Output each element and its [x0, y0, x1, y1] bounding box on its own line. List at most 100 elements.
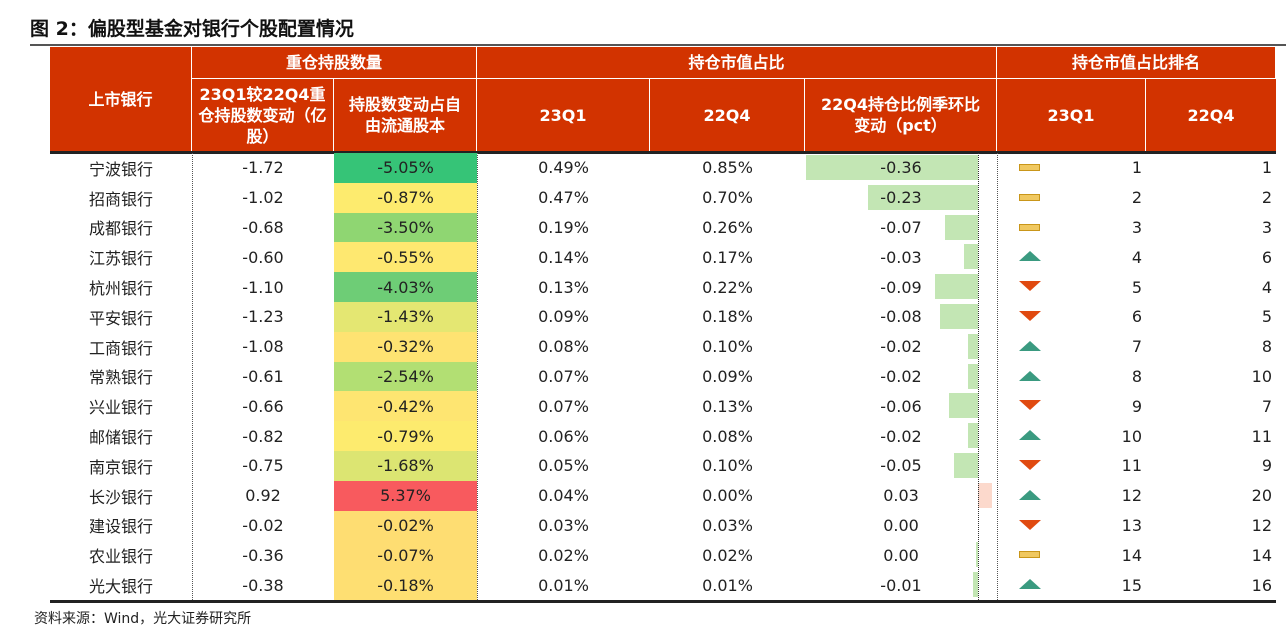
- share-change-ratio: -1.68%: [334, 451, 477, 481]
- trend-down-icon: [1019, 400, 1041, 411]
- trend-down-icon: [1019, 460, 1041, 470]
- mv-change-bar: [968, 363, 978, 389]
- mv-23q1: 0.19%: [538, 217, 589, 237]
- rank-23q1: 10: [997, 421, 1146, 451]
- header-group-rank: 持仓市值占比排名: [997, 47, 1276, 79]
- header-chg-shares: 23Q1较22Q4重仓持股数变动（亿股）: [192, 79, 334, 152]
- table-row: 农业银行 -0.36 -0.07% 0.02% 0.02% 0.00 14 14: [50, 540, 1276, 571]
- bank-name: 平安银行: [88, 308, 153, 328]
- mv-23q1: 0.13%: [538, 277, 589, 297]
- mv-23q1: 0.02%: [538, 545, 589, 565]
- table-row: 宁波银行 -1.72 -5.05% 0.49% 0.85% -0.36 1 1: [50, 153, 1276, 183]
- table-row: 平安银行 -1.23 -1.43% 0.09% 0.18% -0.08 6 5: [50, 302, 1276, 332]
- mv-22q4: 0.09%: [702, 366, 753, 386]
- mv-change-bar: [939, 304, 978, 329]
- share-change-ratio: -0.18%: [334, 570, 477, 600]
- header-divider: [50, 151, 1276, 154]
- bank-name: 工商银行: [88, 338, 153, 358]
- share-change: -0.60: [242, 247, 284, 267]
- mv-23q1: 0.07%: [538, 396, 589, 416]
- mv-change-bar: [978, 482, 993, 508]
- header-bank: 上市银行: [50, 47, 192, 152]
- rank-23q1: 8: [997, 362, 1146, 392]
- mv-22q4: 0.10%: [702, 456, 753, 476]
- bank-name: 邮储银行: [88, 428, 153, 448]
- share-change: -0.38: [242, 575, 284, 595]
- table-row: 成都银行 -0.68 -3.50% 0.19% 0.26% -0.07 3 3: [50, 212, 1276, 243]
- share-change-ratio: -0.42%: [334, 391, 477, 422]
- share-change-ratio: 5.37%: [334, 480, 477, 511]
- share-change: -0.61: [242, 366, 284, 386]
- mv-22q4: 0.18%: [702, 307, 753, 327]
- rank-22q4: 14: [1251, 545, 1272, 565]
- mv-change: -0.02: [880, 366, 922, 386]
- mv-change-bar: [963, 244, 978, 270]
- rank-22q4: 11: [1251, 426, 1272, 446]
- mv-change: 0.03: [883, 486, 919, 506]
- trend-up-icon: [1019, 430, 1041, 441]
- table-row: 长沙银行 0.92 5.37% 0.04% 0.00% 0.03 12 20: [50, 480, 1276, 511]
- rank-23q1-value: 3: [1131, 217, 1142, 237]
- bank-name: 宁波银行: [88, 159, 153, 179]
- table-row: 邮储银行 -0.82 -0.79% 0.06% 0.08% -0.02 10 11: [50, 421, 1276, 451]
- header-rank-22q4: 22Q4: [1146, 79, 1276, 152]
- mv-22q4: 0.26%: [702, 217, 753, 237]
- bank-name: 建设银行: [88, 517, 153, 537]
- mv-23q1: 0.08%: [538, 337, 589, 357]
- column-divider: [192, 153, 193, 600]
- table-row: 南京银行 -0.75 -1.68% 0.05% 0.10% -0.05 11 9: [50, 451, 1276, 481]
- bank-name: 光大银行: [88, 577, 153, 597]
- rank-23q1: 9: [997, 391, 1146, 421]
- mv-change-bar: [805, 155, 978, 180]
- rank-23q1-value: 5: [1131, 277, 1142, 297]
- share-change-ratio: -0.07%: [334, 540, 477, 571]
- mv-change: -0.06: [880, 396, 922, 416]
- rank-23q1-value: 2: [1131, 188, 1142, 208]
- rank-23q1-value: 11: [1121, 456, 1142, 476]
- mv-23q1: 0.04%: [538, 486, 589, 506]
- share-change: -1.10: [242, 277, 284, 297]
- table-row: 光大银行 -0.38 -0.18% 0.01% 0.01% -0.01 15 16: [50, 570, 1276, 600]
- share-change: -1.08: [242, 337, 284, 357]
- table-row: 江苏银行 -0.60 -0.55% 0.14% 0.17% -0.03 4 6: [50, 242, 1276, 273]
- mv-change-bar: [976, 542, 978, 568]
- rank-23q1-value: 6: [1131, 307, 1142, 327]
- rank-22q4: 12: [1251, 515, 1272, 535]
- mv-change-bar: [944, 214, 978, 240]
- rank-22q4: 5: [1261, 307, 1272, 327]
- mv-change: -0.23: [880, 188, 922, 208]
- trend-down-icon: [1019, 519, 1041, 530]
- rank-22q4: 9: [1261, 456, 1272, 476]
- rank-23q1: 14: [997, 540, 1146, 570]
- mv-change-bar: [973, 572, 978, 598]
- rank-22q4: 7: [1261, 396, 1272, 416]
- bank-name: 南京银行: [88, 457, 153, 477]
- share-change-ratio: -5.05%: [334, 153, 477, 183]
- trend-up-icon: [1019, 489, 1041, 500]
- trend-up-icon: [1019, 340, 1041, 351]
- trend-up-icon: [1019, 579, 1041, 590]
- rank-23q1-value: 12: [1121, 486, 1142, 506]
- mv-change: -0.03: [880, 247, 922, 267]
- rank-23q1-value: 15: [1121, 575, 1142, 595]
- bank-name: 成都银行: [88, 219, 153, 239]
- mv-change: -0.36: [880, 158, 922, 178]
- share-change-ratio: -1.43%: [334, 302, 477, 332]
- rank-23q1: 2: [997, 183, 1146, 213]
- rank-22q4: 20: [1251, 486, 1272, 506]
- header-group-holdings: 重仓持股数量: [192, 47, 477, 79]
- mv-22q4: 0.00%: [702, 486, 753, 506]
- table-row: 工商银行 -1.08 -0.32% 0.08% 0.10% -0.02 7 8: [50, 331, 1276, 362]
- rank-22q4: 6: [1261, 247, 1272, 267]
- mv-22q4: 0.01%: [702, 575, 753, 595]
- header-chg-ratio: 持股数变动占自由流通股本: [334, 79, 477, 152]
- table-row: 常熟银行 -0.61 -2.54% 0.07% 0.09% -0.02 8 10: [50, 361, 1276, 392]
- trend-flat-icon: [1019, 551, 1040, 559]
- share-change-ratio: -0.55%: [334, 242, 477, 273]
- bar-axis: [978, 153, 979, 600]
- header-mv-chg: 22Q4持仓比例季环比变动（pct）: [805, 79, 997, 152]
- mv-change: 0.00: [883, 545, 919, 565]
- mv-22q4: 0.22%: [702, 277, 753, 297]
- share-change-ratio: -0.79%: [334, 421, 477, 451]
- mv-23q1: 0.05%: [538, 456, 589, 476]
